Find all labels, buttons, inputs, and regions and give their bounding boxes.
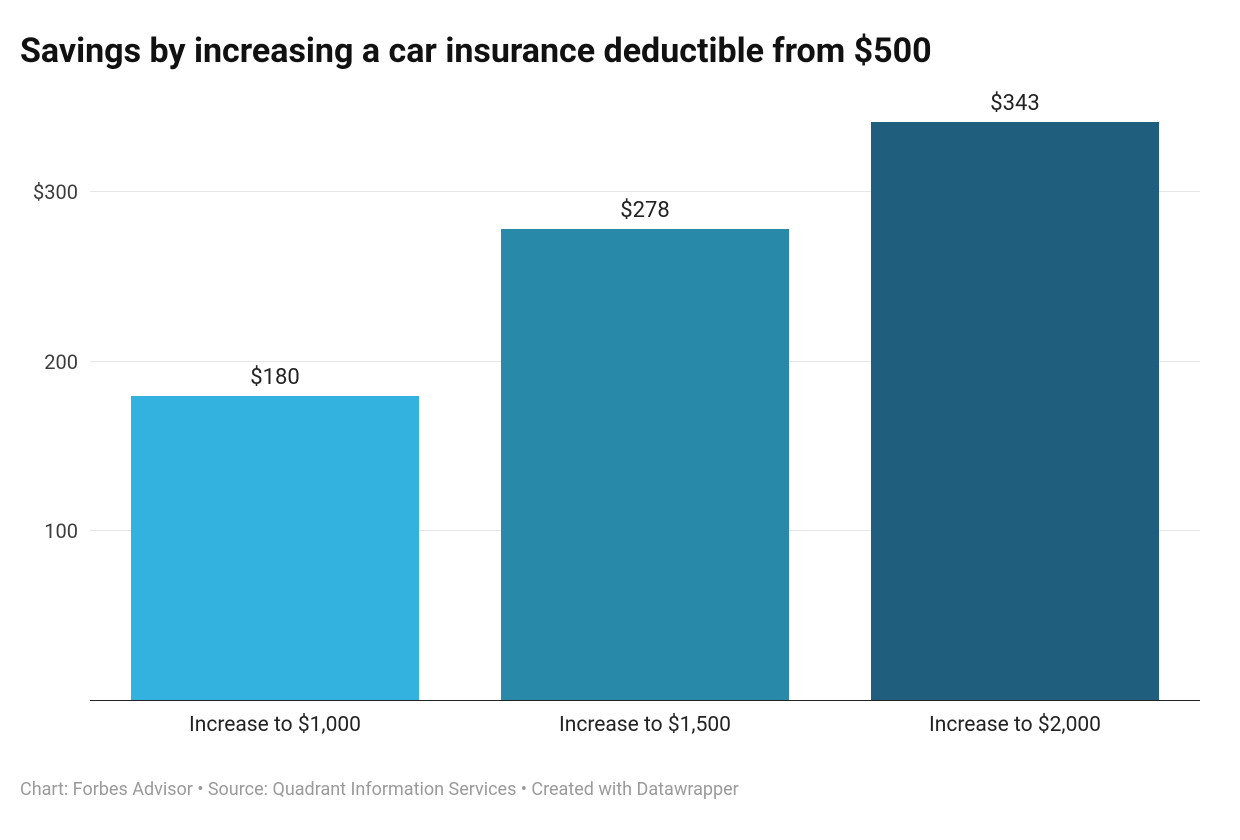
x-axis-baseline xyxy=(90,700,1200,701)
bar-value-2: $343 xyxy=(990,91,1039,116)
bar-slot-0: $180 Increase to $1,000 xyxy=(90,91,460,701)
xtick-label-2: Increase to $2,000 xyxy=(929,713,1101,737)
bar-rect-1 xyxy=(501,229,790,700)
bars-container: $180 Increase to $1,000 $278 Increase to… xyxy=(90,91,1200,701)
bar-rect-0 xyxy=(131,396,420,701)
ytick-label-200: 200 xyxy=(44,350,78,374)
plot-region: 100 200 $300 $180 Increase to $1,000 $27… xyxy=(90,91,1200,701)
chart-title: Savings by increasing a car insurance de… xyxy=(20,30,1220,73)
ytick-label-300: $300 xyxy=(33,180,78,204)
chart-footer: Chart: Forbes Advisor • Source: Quadrant… xyxy=(20,779,1220,800)
bar-value-0: $180 xyxy=(250,365,299,390)
bar-slot-2: $343 Increase to $2,000 xyxy=(830,91,1200,701)
xtick-label-1: Increase to $1,500 xyxy=(559,713,731,737)
xtick-label-0: Increase to $1,000 xyxy=(189,713,361,737)
bar-value-1: $278 xyxy=(620,198,669,223)
bar-rect-2 xyxy=(871,122,1160,701)
bar-slot-1: $278 Increase to $1,500 xyxy=(460,91,830,701)
chart-area: 100 200 $300 $180 Increase to $1,000 $27… xyxy=(20,91,1220,751)
ytick-label-100: 100 xyxy=(44,519,78,543)
